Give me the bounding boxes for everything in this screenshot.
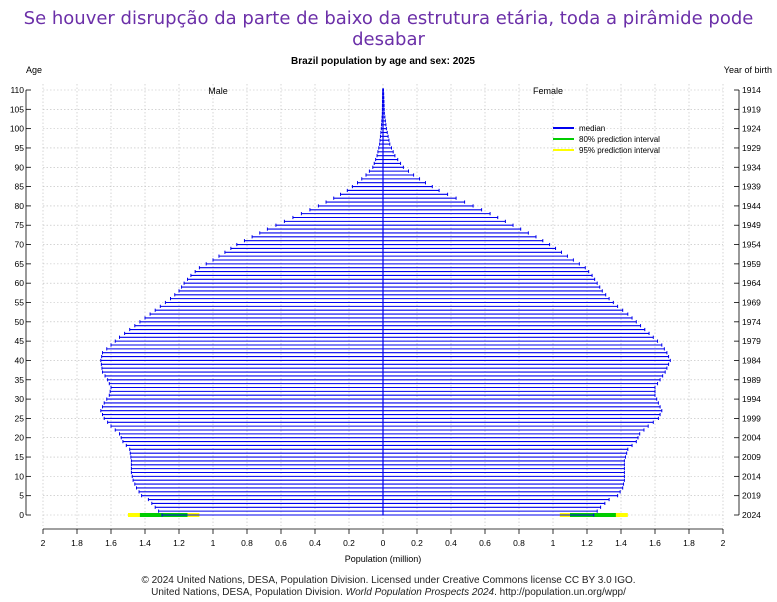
- birth-year-tick-label: 1989: [742, 375, 761, 385]
- x-tick-label: 1.8: [683, 538, 695, 548]
- credit-line-2-post: . http://population.un.org/wpp/: [494, 587, 626, 598]
- age-tick-label: 55: [15, 298, 25, 308]
- age-tick-label: 90: [15, 162, 25, 172]
- age-tick-label: 110: [10, 85, 24, 95]
- age-tick-label: 45: [15, 336, 25, 346]
- age-tick-label: 30: [15, 394, 25, 404]
- credit-line-2: United Nations, DESA, Population Divisio…: [0, 587, 777, 599]
- legend: median 80% prediction interval 95% predict…: [553, 124, 660, 155]
- age-tick-label: 75: [15, 220, 25, 230]
- x-tick-label: 1.2: [173, 538, 185, 548]
- birth-year-tick-label: 1914: [742, 85, 761, 95]
- y2-axis-label: Year of birth: [724, 65, 772, 75]
- age-tick-label: 80: [15, 201, 25, 211]
- age-tick-label: 60: [15, 278, 25, 288]
- legend-label: 95% prediction interval: [579, 146, 660, 155]
- birth-year-tick-label: 1964: [742, 278, 761, 288]
- credit-line-2-pre: United Nations, DESA, Population Divisio…: [151, 587, 346, 598]
- x-tick-label: 1: [211, 538, 216, 548]
- y-axis-label: Age: [26, 65, 42, 75]
- x-tick-label: 1: [551, 538, 556, 548]
- age-tick-label: 40: [15, 355, 25, 365]
- x-tick-label: 2: [41, 538, 46, 548]
- age-tick-label: 25: [15, 413, 25, 423]
- x-tick-label: 1.2: [581, 538, 593, 548]
- birth-year-tick-label: 2009: [742, 452, 761, 462]
- x-tick-label: 0.6: [479, 538, 491, 548]
- x-tick-label: 1.8: [71, 538, 83, 548]
- birth-year-tick-label: 1944: [742, 201, 761, 211]
- x-tick-label: 2: [721, 538, 726, 548]
- age-tick-label: 105: [10, 104, 24, 114]
- age-tick-label: 5: [19, 491, 24, 501]
- x-tick-label: 0.4: [445, 538, 457, 548]
- x-tick-label: 1.4: [615, 538, 627, 548]
- x-tick-label: 0: [381, 538, 386, 548]
- age-tick-label: 20: [15, 433, 25, 443]
- bars: [100, 88, 671, 517]
- birth-year-tick-label: 2019: [742, 491, 761, 501]
- population-pyramid-chart: Brazil population by age and sex: 2025 A…: [10, 56, 772, 564]
- age-tick-label: 50: [15, 317, 25, 327]
- x-tick-label: 0.8: [513, 538, 525, 548]
- birth-year-tick-label: 1929: [742, 143, 761, 153]
- x-tick-label: 0.2: [343, 538, 355, 548]
- birth-year-tick-label: 2014: [742, 471, 761, 481]
- birth-year-tick-label: 1999: [742, 413, 761, 423]
- chart-title: Brazil population by age and sex: 2025: [291, 56, 475, 67]
- x-tick-label: 1.6: [649, 538, 661, 548]
- birth-year-tick-label: 1954: [742, 240, 761, 250]
- birth-year-tick-label: 1949: [742, 220, 761, 230]
- birth-year-tick-label: 1919: [742, 104, 761, 114]
- age-tick-label: 0: [19, 510, 24, 520]
- legend-label: 80% prediction interval: [579, 135, 660, 144]
- birth-year-tick-label: 2024: [742, 510, 761, 520]
- x-tick-label: 0.4: [309, 538, 321, 548]
- age-tick-label: 95: [15, 143, 25, 153]
- credit-line-2-italic: World Population Prospects 2024: [345, 587, 495, 598]
- birth-year-tick-label: 1969: [742, 298, 761, 308]
- birth-year-tick-label: 1934: [742, 162, 761, 172]
- female-label: Female: [533, 86, 563, 96]
- birth-year-tick-label: 1984: [742, 355, 761, 365]
- headline: Se houver disrupção da parte de baixo da…: [23, 8, 754, 50]
- age-tick-label: 35: [15, 375, 25, 385]
- age-tick-label: 10: [15, 471, 25, 481]
- birth-year-tick-label: 1939: [742, 182, 761, 192]
- x-tick-label: 0.2: [411, 538, 423, 548]
- x-tick-label: 0.6: [275, 538, 287, 548]
- birth-year-tick-label: 1959: [742, 259, 761, 269]
- legend-label: median: [579, 124, 605, 133]
- x-tick-label: 1.4: [139, 538, 151, 548]
- age-tick-label: 15: [15, 452, 25, 462]
- age-tick-label: 85: [15, 182, 25, 192]
- birth-year-tick-label: 2004: [742, 433, 761, 443]
- x-axis-label: Population (million): [345, 554, 422, 564]
- age-tick-label: 65: [15, 259, 25, 269]
- birth-year-tick-label: 1994: [742, 394, 761, 404]
- age-tick-label: 100: [10, 124, 24, 134]
- birth-year-tick-label: 1974: [742, 317, 761, 327]
- credit-line-1: © 2024 United Nations, DESA, Population …: [141, 575, 636, 586]
- x-tick-label: 1.6: [105, 538, 117, 548]
- credit-footer: © 2024 United Nations, DESA, Population …: [0, 575, 777, 599]
- age-tick-label: 70: [15, 240, 25, 250]
- birth-year-tick-label: 1924: [742, 124, 761, 134]
- birth-year-tick-label: 1979: [742, 336, 761, 346]
- male-label: Male: [208, 86, 228, 96]
- x-tick-label: 0.8: [241, 538, 253, 548]
